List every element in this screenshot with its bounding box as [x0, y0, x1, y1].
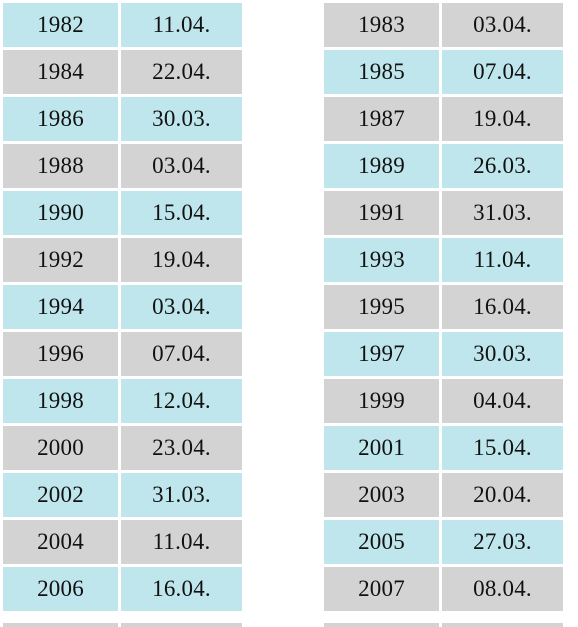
year-cell: 1983 — [324, 3, 439, 47]
year-cell: 1989 — [324, 144, 439, 188]
table-row: 1989 26.03. — [324, 144, 563, 188]
year-cell: 2003 — [324, 473, 439, 517]
date-cell: 03.04. — [121, 285, 242, 329]
date-cell: 11.04. — [121, 520, 242, 564]
date-cell: 23.04. — [121, 426, 242, 470]
year-cell: 2002 — [3, 473, 118, 517]
table-row: 1990 15.04. — [3, 191, 242, 235]
left-date-table: 1982 11.04. 1984 22.04. 1986 30.03. 1988 03.04.… — [0, 0, 245, 614]
table-row: 1996 07.04. — [3, 332, 242, 376]
date-cell: 07.04. — [442, 50, 563, 94]
date-cell: 07.04. — [121, 332, 242, 376]
year-cell: 2000 — [3, 426, 118, 470]
table-row: 2004 11.04. — [3, 520, 242, 564]
year-cell: 1993 — [324, 238, 439, 282]
left-next-row-date-cell-cutoff — [121, 623, 242, 627]
table-row: 2002 31.03. — [3, 473, 242, 517]
left-next-row-year-cell-cutoff — [3, 623, 118, 627]
table-row: 2003 20.04. — [324, 473, 563, 517]
year-cell: 1988 — [3, 144, 118, 188]
table-row: 1982 11.04. — [3, 3, 242, 47]
date-cell: 11.04. — [442, 238, 563, 282]
date-cell: 12.04. — [121, 379, 242, 423]
right-next-row-date-cell-cutoff — [442, 623, 563, 627]
year-cell: 1996 — [3, 332, 118, 376]
date-cell: 20.04. — [442, 473, 563, 517]
table-row: 1994 03.04. — [3, 285, 242, 329]
table-row: 1986 30.03. — [3, 97, 242, 141]
date-cell: 27.03. — [442, 520, 563, 564]
table-row: 2000 23.04. — [3, 426, 242, 470]
date-cell: 15.04. — [121, 191, 242, 235]
date-cell: 30.03. — [121, 97, 242, 141]
year-cell: 1999 — [324, 379, 439, 423]
table-row: 1999 04.04. — [324, 379, 563, 423]
year-cell: 1985 — [324, 50, 439, 94]
right-date-table: 1983 03.04. 1985 07.04. 1987 19.04. 1989 26.03.… — [321, 0, 566, 614]
table-row: 1988 03.04. — [3, 144, 242, 188]
table-row: 2005 27.03. — [324, 520, 563, 564]
year-cell: 1982 — [3, 3, 118, 47]
date-cell: 31.03. — [442, 191, 563, 235]
year-cell: 1997 — [324, 332, 439, 376]
table-row: 1997 30.03. — [324, 332, 563, 376]
table-row: 1991 31.03. — [324, 191, 563, 235]
date-cell: 22.04. — [121, 50, 242, 94]
date-cell: 08.04. — [442, 567, 563, 611]
table-row: 1998 12.04. — [3, 379, 242, 423]
date-cell: 16.04. — [121, 567, 242, 611]
table-row: 1983 03.04. — [324, 3, 563, 47]
table-row: 1993 11.04. — [324, 238, 563, 282]
table-row: 1985 07.04. — [324, 50, 563, 94]
table-row: 2001 15.04. — [324, 426, 563, 470]
year-cell: 2005 — [324, 520, 439, 564]
year-cell: 2006 — [3, 567, 118, 611]
table-row: 1984 22.04. — [3, 50, 242, 94]
table-row: 1987 19.04. — [324, 97, 563, 141]
year-cell: 1987 — [324, 97, 439, 141]
year-cell: 2001 — [324, 426, 439, 470]
year-cell: 1986 — [3, 97, 118, 141]
year-cell: 1994 — [3, 285, 118, 329]
table-row: 2007 08.04. — [324, 567, 563, 611]
date-cell: 04.04. — [442, 379, 563, 423]
date-cell: 31.03. — [121, 473, 242, 517]
date-cell: 19.04. — [121, 238, 242, 282]
table-row: 1992 19.04. — [3, 238, 242, 282]
date-cell: 15.04. — [442, 426, 563, 470]
date-cell: 03.04. — [442, 3, 563, 47]
right-next-row-year-cell-cutoff — [324, 623, 439, 627]
date-cell: 30.03. — [442, 332, 563, 376]
right-table-body: 1983 03.04. 1985 07.04. 1987 19.04. 1989 26.03.… — [324, 3, 563, 611]
year-cell: 2004 — [3, 520, 118, 564]
year-cell: 1998 — [3, 379, 118, 423]
year-cell: 2007 — [324, 567, 439, 611]
table-row: 1995 16.04. — [324, 285, 563, 329]
year-cell: 1990 — [3, 191, 118, 235]
date-cell: 26.03. — [442, 144, 563, 188]
date-cell: 11.04. — [121, 3, 242, 47]
year-cell: 1991 — [324, 191, 439, 235]
table-row: 2006 16.04. — [3, 567, 242, 611]
date-cell: 16.04. — [442, 285, 563, 329]
date-cell: 19.04. — [442, 97, 563, 141]
date-cell: 03.04. — [121, 144, 242, 188]
year-cell: 1992 — [3, 238, 118, 282]
year-cell: 1984 — [3, 50, 118, 94]
year-cell: 1995 — [324, 285, 439, 329]
left-table-body: 1982 11.04. 1984 22.04. 1986 30.03. 1988 03.04.… — [3, 3, 242, 611]
